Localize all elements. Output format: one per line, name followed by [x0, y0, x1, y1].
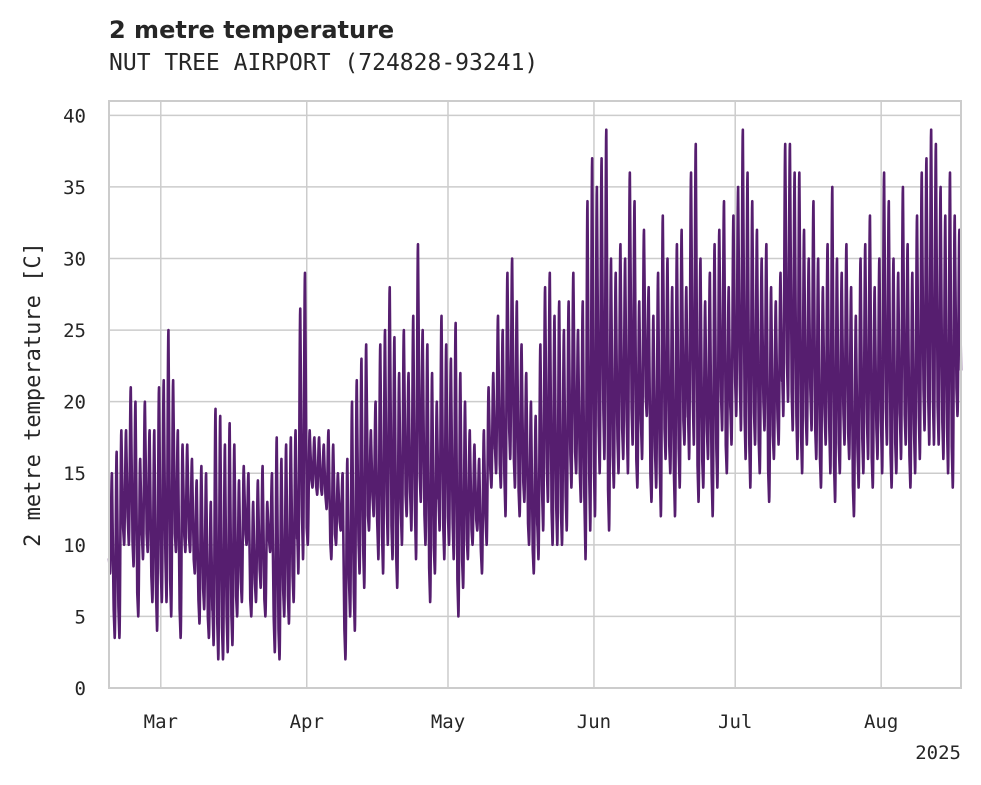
- y-tick-label: 30: [63, 248, 86, 270]
- y-axis: 0 5 10 15 20 25 30 35 40: [63, 105, 86, 700]
- x-axis-year-label: 2025: [915, 742, 961, 764]
- y-axis-label: 2 metre temperature [C]: [21, 242, 46, 547]
- x-axis: Mar Apr May Jun Jul Aug: [144, 711, 899, 733]
- y-tick-label: 35: [63, 177, 86, 199]
- y-tick-label: 0: [75, 678, 86, 700]
- x-tick-label: Jun: [577, 711, 611, 733]
- y-tick-label: 5: [75, 606, 86, 628]
- x-tick-label: May: [431, 711, 465, 733]
- y-tick-label: 15: [63, 463, 86, 485]
- x-tick-label: Jul: [718, 711, 752, 733]
- x-tick-label: Mar: [144, 711, 178, 733]
- plot-area: [107, 128, 963, 661]
- y-tick-label: 25: [63, 320, 86, 342]
- x-tick-label: Apr: [290, 711, 324, 733]
- x-tick-label: Aug: [864, 711, 898, 733]
- y-tick-label: 40: [63, 105, 86, 127]
- temperature-series-line: [107, 128, 963, 661]
- plot-frame: [108, 100, 962, 689]
- chart-subtitle: NUT TREE AIRPORT (724828-93241): [109, 50, 539, 76]
- chart-title: 2 metre temperature: [109, 16, 395, 44]
- y-tick-label: 10: [63, 535, 86, 557]
- y-tick-label: 20: [63, 392, 86, 414]
